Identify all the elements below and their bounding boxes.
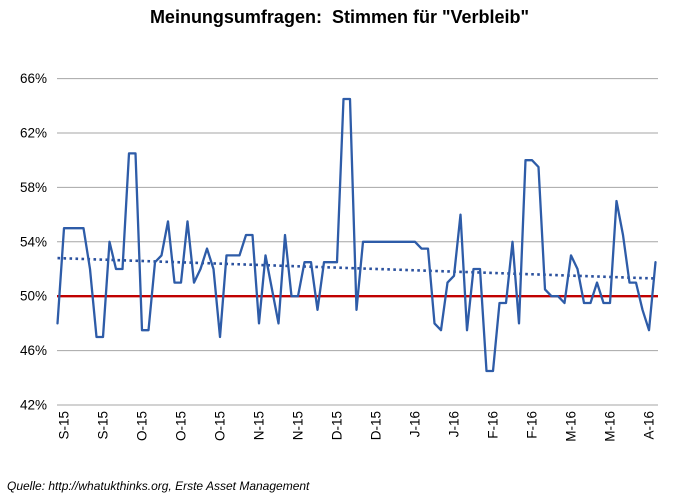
x-axis-tick: A-16 bbox=[642, 411, 657, 440]
x-axis-label: A-16 bbox=[642, 411, 657, 440]
x-axis-tick: N-15 bbox=[252, 411, 267, 440]
x-axis-label: M-16 bbox=[564, 411, 579, 442]
source-note: Quelle: http://whatukthinks.org, Erste A… bbox=[7, 479, 310, 493]
x-axis-tick: J-16 bbox=[408, 411, 423, 437]
x-axis-tick: M-16 bbox=[603, 411, 618, 442]
x-axis-tick: O-15 bbox=[174, 411, 189, 441]
x-axis-tick: D-15 bbox=[330, 411, 345, 440]
y-axis-label: 54% bbox=[20, 234, 47, 249]
y-axis-label: 42% bbox=[20, 398, 47, 413]
x-axis-label: J-16 bbox=[408, 411, 423, 437]
x-axis-tick: S-15 bbox=[96, 411, 111, 440]
x-axis-label: O-15 bbox=[213, 411, 228, 441]
x-axis-tick: F-16 bbox=[525, 411, 540, 439]
x-axis-label: N-15 bbox=[252, 411, 267, 440]
x-axis-label: F-16 bbox=[486, 411, 501, 439]
y-axis-label: 66% bbox=[20, 71, 47, 86]
chart-title: Meinungsumfragen: Stimmen für "Verbleib" bbox=[149, 7, 530, 27]
x-axis-tick: S-15 bbox=[57, 411, 72, 440]
trend-line bbox=[57, 256, 656, 280]
x-axis-tick: F-16 bbox=[486, 411, 501, 439]
x-axis-label: M-16 bbox=[603, 411, 618, 442]
x-axis-label: S-15 bbox=[57, 411, 72, 440]
x-axis-label: N-15 bbox=[291, 411, 306, 440]
y-axis-label: 50% bbox=[20, 289, 47, 304]
x-axis-tick: J-16 bbox=[447, 411, 462, 437]
x-axis-label: D-15 bbox=[330, 411, 345, 440]
x-axis-label: D-15 bbox=[369, 411, 384, 440]
x-axis-tick: N-15 bbox=[291, 411, 306, 440]
x-axis-label: O-15 bbox=[174, 411, 189, 441]
x-axis-label: J-16 bbox=[447, 411, 462, 437]
y-axis-label: 62% bbox=[20, 126, 47, 141]
x-axis-label: F-16 bbox=[525, 411, 540, 439]
x-axis-label: O-15 bbox=[135, 411, 150, 441]
x-axis-tick: O-15 bbox=[213, 411, 228, 441]
poll-series-line bbox=[56, 97, 657, 373]
x-axis-tick: O-15 bbox=[135, 411, 150, 441]
x-axis-tick: M-16 bbox=[564, 411, 579, 442]
x-axis-tick: D-15 bbox=[369, 411, 384, 440]
y-axis-label: 58% bbox=[20, 180, 47, 195]
y-axis-label: 46% bbox=[20, 343, 47, 358]
x-axis-label: S-15 bbox=[96, 411, 111, 440]
